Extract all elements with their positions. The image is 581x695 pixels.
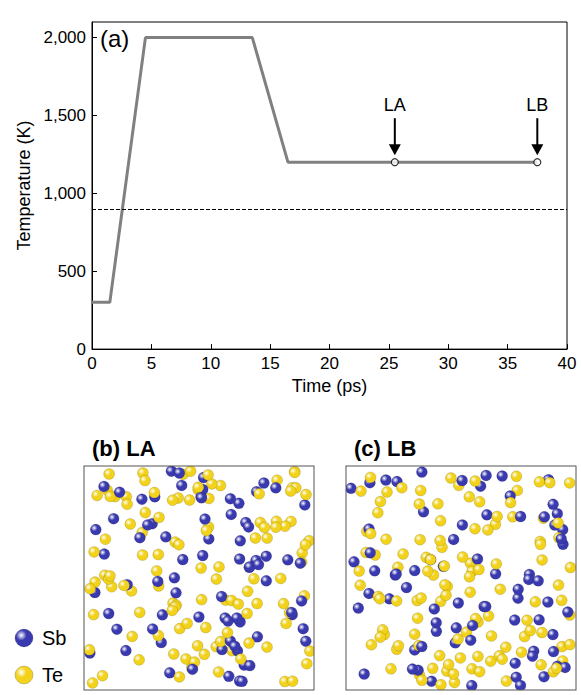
svg-text:0: 0 — [77, 340, 86, 359]
svg-text:2,000: 2,000 — [43, 28, 86, 47]
svg-text:30: 30 — [439, 354, 458, 373]
svg-text:5: 5 — [147, 354, 156, 373]
svg-text:Te: Te — [42, 664, 63, 686]
svg-text:35: 35 — [498, 354, 517, 373]
svg-text:(a): (a) — [100, 25, 129, 52]
svg-text:10: 10 — [201, 354, 220, 373]
svg-text:0: 0 — [87, 354, 96, 373]
svg-text:20: 20 — [320, 354, 339, 373]
svg-text:(c) LB: (c) LB — [354, 436, 416, 461]
svg-text:(b) LA: (b) LA — [92, 436, 156, 461]
svg-text:40: 40 — [558, 354, 577, 373]
svg-text:15: 15 — [261, 354, 280, 373]
svg-text:Temperature (K): Temperature (K) — [14, 121, 34, 251]
svg-text:Sb: Sb — [42, 627, 66, 649]
svg-text:25: 25 — [379, 354, 398, 373]
svg-text:LA: LA — [384, 95, 406, 115]
svg-text:Time (ps): Time (ps) — [292, 376, 367, 396]
svg-text:1,500: 1,500 — [43, 106, 86, 125]
svg-text:LB: LB — [526, 95, 548, 115]
svg-text:500: 500 — [58, 262, 86, 281]
svg-text:1,000: 1,000 — [43, 184, 86, 203]
